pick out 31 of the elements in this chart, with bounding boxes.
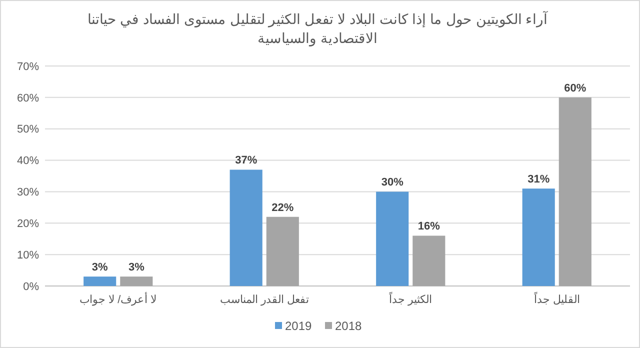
y-tick-label: 10% xyxy=(16,249,40,262)
bar xyxy=(376,192,409,286)
y-tick-label: 50% xyxy=(16,124,40,136)
data-label: 3% xyxy=(92,262,108,274)
data-label: 31% xyxy=(528,174,550,186)
bar xyxy=(412,236,446,286)
x-tick-label: القليل جداً xyxy=(534,291,580,306)
bar xyxy=(522,188,555,286)
y-tick-label: 40% xyxy=(16,155,40,168)
y-tick-label: 0% xyxy=(23,280,40,293)
y-tick-label: 60% xyxy=(16,92,40,104)
chart-title: آراء الكويتين حول ما إذا كانت البلاد لا تفعل الكثير لتقليل مستوى الفساد في حياتنا الاقتصادية والسياسية xyxy=(86,10,549,48)
x-tick-label: لا أعرف/ لا جواب xyxy=(80,292,157,306)
legend-label: 2019 xyxy=(285,319,312,334)
x-tick-label: تفعل القدر المناسب xyxy=(220,294,309,306)
y-tick-label: 30% xyxy=(16,186,40,199)
data-label: 37% xyxy=(235,154,258,167)
bar xyxy=(120,276,153,286)
data-label: 60% xyxy=(564,82,586,94)
data-label: 30% xyxy=(381,176,404,189)
data-label: 16% xyxy=(418,220,440,233)
x-tick-label: الكثير جداً xyxy=(389,291,432,306)
y-tick-label: 70% xyxy=(16,60,40,73)
bar xyxy=(84,276,116,286)
y-tick-label: 20% xyxy=(16,218,40,230)
bar xyxy=(266,216,299,286)
bar xyxy=(230,170,262,286)
legend-label: 2018 xyxy=(335,319,362,334)
data-label: 3% xyxy=(128,262,145,274)
bar xyxy=(558,97,592,286)
data-label: 22% xyxy=(272,202,294,214)
